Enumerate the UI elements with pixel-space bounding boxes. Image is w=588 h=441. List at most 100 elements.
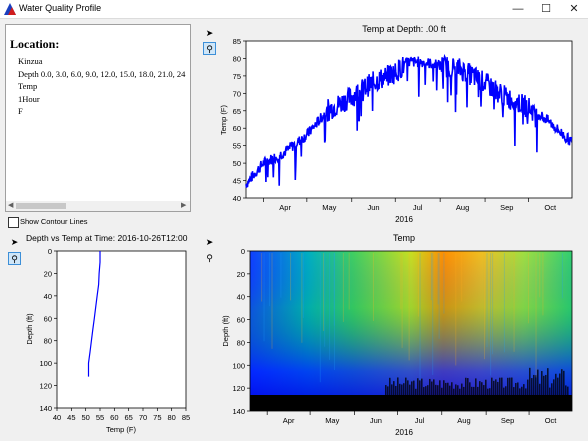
heatmap-column — [425, 386, 427, 395]
x-axis: Apr May Jun Jul Aug Sep Oct — [263, 198, 557, 212]
x-tick-label: Aug — [456, 203, 469, 212]
heatmap-column — [519, 388, 521, 395]
heatmap-column — [431, 381, 433, 395]
temp-time-series-chart[interactable]: Temp at Depth: .00 ft 40 45 50 55 60 65 70 75 80… — [218, 22, 584, 228]
depth-profile-chart[interactable]: Depth vs Temp at Time: 2016-10-26T12:00 … — [22, 231, 192, 439]
x-axis: Apr May Jun Jul Aug Sep Oct — [266, 411, 558, 425]
y-tick-label: 45 — [233, 177, 241, 186]
heatmap-column — [391, 384, 393, 395]
heatmap-column — [561, 369, 563, 395]
x-tick-label: Apr — [283, 416, 295, 425]
heatmap-streak — [408, 253, 410, 361]
chart-title: Temp at Depth: .00 ft — [362, 24, 446, 34]
scroll-left-icon[interactable]: ◀ — [8, 202, 14, 209]
heatmap-column — [417, 378, 419, 395]
heatmap-column — [439, 380, 441, 395]
heatmap-column — [411, 381, 413, 395]
show-contour-lines-label: Show Contour Lines — [20, 217, 88, 226]
heatmap-column — [563, 370, 565, 395]
heatmap-streak — [503, 253, 505, 353]
y-tick-label: 100 — [39, 359, 52, 368]
heatmap-streak — [319, 253, 321, 383]
y-tick-label: 120 — [232, 384, 245, 393]
heatmap-column — [505, 386, 507, 395]
info-interval: 1Hour — [18, 93, 40, 104]
heatmap-streak — [329, 253, 331, 360]
x-tick-label: 55 — [96, 413, 104, 422]
heatmap-column — [429, 378, 431, 395]
heatmap-column — [493, 380, 495, 395]
heatmap-column — [517, 382, 519, 395]
y-tick-label: 100 — [232, 361, 245, 370]
heatmap-column — [511, 377, 513, 395]
heatmap-column — [529, 367, 531, 395]
zoom-tool-button-heatmap[interactable]: ⚲ — [203, 252, 216, 265]
x-tick-label: Sep — [501, 416, 514, 425]
magnifier-zoom-icon: ⚲ — [11, 254, 18, 264]
heatmap-column — [497, 381, 499, 395]
heatmap-column — [533, 374, 535, 395]
heatmap-streak — [269, 253, 271, 307]
pointer-tool-button[interactable]: ➤ — [203, 27, 216, 40]
app-icon — [4, 3, 16, 15]
heatmap-streak — [261, 253, 263, 302]
heatmap-streak — [280, 253, 282, 298]
x-tick-label: Jun — [367, 203, 379, 212]
heatmap-streak — [417, 253, 419, 317]
x-tick-label: 75 — [153, 413, 161, 422]
heatmap-column — [531, 378, 533, 395]
y-tick-label: 60 — [237, 316, 245, 325]
heatmap-column — [487, 388, 489, 395]
heatmap-streak — [372, 253, 374, 322]
title-bar: Water Quality Profile — ☐ ✕ — [0, 0, 588, 19]
close-button[interactable]: ✕ — [569, 3, 579, 15]
heatmap-streak — [333, 253, 335, 371]
heatmap-column — [465, 377, 467, 395]
y-tick-label: 50 — [233, 159, 241, 168]
y-tick-label: 65 — [233, 107, 241, 116]
heatmap-column — [403, 383, 405, 395]
x-tick-label: 65 — [124, 413, 132, 422]
scrollbar-thumb[interactable] — [16, 203, 66, 209]
minimize-button[interactable]: — — [512, 3, 524, 15]
heatmap-column — [385, 385, 387, 395]
y-tick-label: 140 — [39, 404, 52, 413]
pointer-arrow-icon: ➤ — [205, 237, 214, 247]
zoom-tool-button-profile[interactable]: ⚲ — [8, 252, 21, 265]
y-axis-label: Temp (F) — [219, 104, 228, 135]
scroll-right-icon[interactable]: ▶ — [181, 202, 187, 209]
heatmap-column — [545, 374, 547, 395]
y-tick-label: 120 — [39, 382, 52, 391]
magnifier-zoom-icon: ⚲ — [206, 44, 213, 54]
x-tick-label: Jul — [413, 203, 423, 212]
horizontal-scrollbar[interactable]: ◀ ▶ — [6, 201, 190, 211]
heatmap-streak — [437, 253, 439, 305]
heatmap-column — [419, 380, 421, 395]
x-tick-label: Oct — [545, 416, 558, 425]
pointer-arrow-icon: ➤ — [205, 28, 214, 38]
x-tick-label: May — [322, 203, 336, 212]
heatmap-streak — [333, 253, 335, 326]
heatmap-streak — [527, 253, 529, 324]
maximize-button[interactable]: ☐ — [541, 3, 551, 15]
zoom-tool-button[interactable]: ⚲ — [203, 42, 216, 55]
y-tick-label: 55 — [233, 142, 241, 151]
y-tick-label: 40 — [44, 292, 52, 301]
heatmap-column — [447, 382, 449, 395]
y-axis: 40 45 50 55 60 65 70 75 80 85 — [233, 37, 246, 203]
heatmap-column — [421, 378, 423, 395]
heatmap-column — [507, 377, 509, 395]
heatmap-column — [547, 368, 549, 395]
heatmap-column — [407, 380, 409, 395]
temp-heatmap-chart[interactable]: Temp 0 20 40 60 80 100 120 140 Apr May Jun Jul Aug S… — [218, 231, 584, 439]
heatmap-column — [441, 387, 443, 395]
heatmap-column — [527, 379, 529, 395]
pointer-tool-button-profile[interactable]: ➤ — [8, 236, 21, 249]
show-contour-lines-checkbox[interactable] — [8, 217, 19, 228]
heatmap-streak — [419, 253, 421, 381]
heatmap-column — [509, 377, 511, 395]
heatmap-streak — [535, 253, 537, 378]
heatmap-column — [553, 379, 555, 395]
pointer-tool-button-heatmap[interactable]: ➤ — [203, 236, 216, 249]
heatmap-column — [471, 386, 473, 395]
